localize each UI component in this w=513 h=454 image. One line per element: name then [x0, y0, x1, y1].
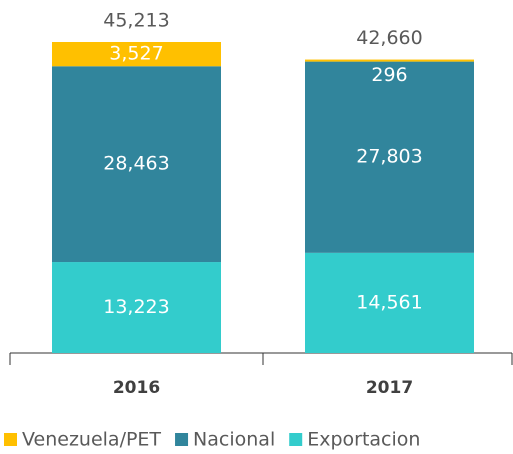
- data-label: 296: [371, 64, 407, 86]
- legend-label: Venezuela/PET: [22, 429, 161, 451]
- bar-segment: [305, 252, 474, 353]
- legend-swatch: [289, 433, 303, 446]
- bar-segment: [52, 66, 221, 263]
- bar-segment: [52, 42, 221, 67]
- x-tick-label: 2016: [113, 378, 160, 398]
- total-label: 42,660: [356, 27, 422, 49]
- legend-swatch: [175, 433, 189, 446]
- data-label: 28,463: [103, 153, 169, 175]
- total-label: 45,213: [103, 10, 169, 32]
- bar-segment: [52, 262, 221, 353]
- legend-swatch: [4, 433, 17, 446]
- data-label: 13,223: [103, 296, 169, 318]
- legend-label: Nacional: [193, 429, 275, 451]
- legend-label: Exportacion: [307, 429, 420, 451]
- data-label: 3,527: [109, 43, 163, 65]
- data-label: 27,803: [356, 146, 422, 168]
- x-tick-label: 2017: [366, 378, 413, 398]
- data-label: 14,561: [356, 291, 422, 313]
- bar-segment: [305, 59, 474, 62]
- bar-segment: [305, 61, 474, 253]
